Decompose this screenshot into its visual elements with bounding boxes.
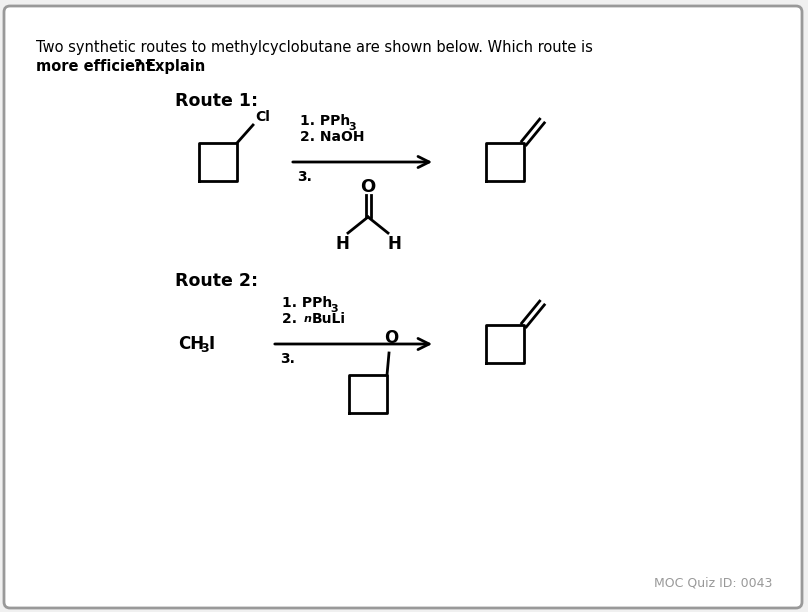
- Text: 3: 3: [330, 304, 338, 314]
- Text: more efficient: more efficient: [36, 59, 153, 74]
- Text: 1. PPh: 1. PPh: [282, 296, 332, 310]
- Text: H: H: [387, 235, 401, 253]
- Text: O: O: [360, 178, 376, 196]
- Text: Cl: Cl: [255, 110, 270, 124]
- Text: CH: CH: [178, 335, 204, 353]
- Text: O: O: [384, 329, 398, 347]
- Text: H: H: [335, 235, 349, 253]
- FancyBboxPatch shape: [4, 6, 802, 608]
- Text: Route 1:: Route 1:: [175, 92, 258, 110]
- Text: BuLi: BuLi: [312, 312, 346, 326]
- Text: 2.: 2.: [282, 312, 302, 326]
- Text: 3.: 3.: [297, 170, 312, 184]
- Text: 3: 3: [348, 122, 356, 132]
- Text: Two synthetic routes to methylcyclobutane are shown below. Which route is: Two synthetic routes to methylcyclobutan…: [36, 40, 593, 55]
- Text: 3.: 3.: [280, 352, 295, 366]
- Text: .: .: [196, 59, 200, 74]
- Text: 3: 3: [200, 343, 208, 356]
- Text: Route 2:: Route 2:: [175, 272, 258, 290]
- Text: n: n: [304, 314, 312, 324]
- Text: ?: ?: [134, 59, 148, 74]
- Text: Explain: Explain: [146, 59, 206, 74]
- Text: 1. PPh: 1. PPh: [300, 114, 350, 128]
- Text: MOC Quiz ID: 0043: MOC Quiz ID: 0043: [654, 577, 772, 590]
- Text: 2. NaOH: 2. NaOH: [300, 130, 364, 144]
- Text: I: I: [209, 335, 215, 353]
